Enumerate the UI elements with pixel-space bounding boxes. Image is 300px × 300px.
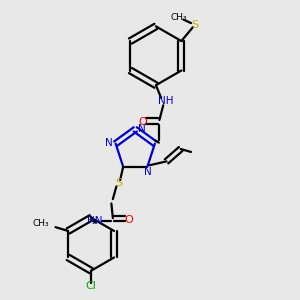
Text: CH₃: CH₃ bbox=[33, 219, 50, 228]
Text: S: S bbox=[115, 178, 122, 188]
Text: O: O bbox=[125, 215, 134, 225]
Text: N: N bbox=[138, 124, 146, 134]
Text: O: O bbox=[138, 117, 147, 127]
Text: S: S bbox=[191, 20, 198, 30]
Text: N: N bbox=[144, 167, 152, 177]
Text: NH: NH bbox=[158, 96, 174, 106]
Text: CH₃: CH₃ bbox=[170, 13, 187, 22]
Text: Cl: Cl bbox=[86, 281, 97, 291]
Text: N: N bbox=[105, 138, 113, 148]
Text: HN: HN bbox=[87, 216, 103, 226]
